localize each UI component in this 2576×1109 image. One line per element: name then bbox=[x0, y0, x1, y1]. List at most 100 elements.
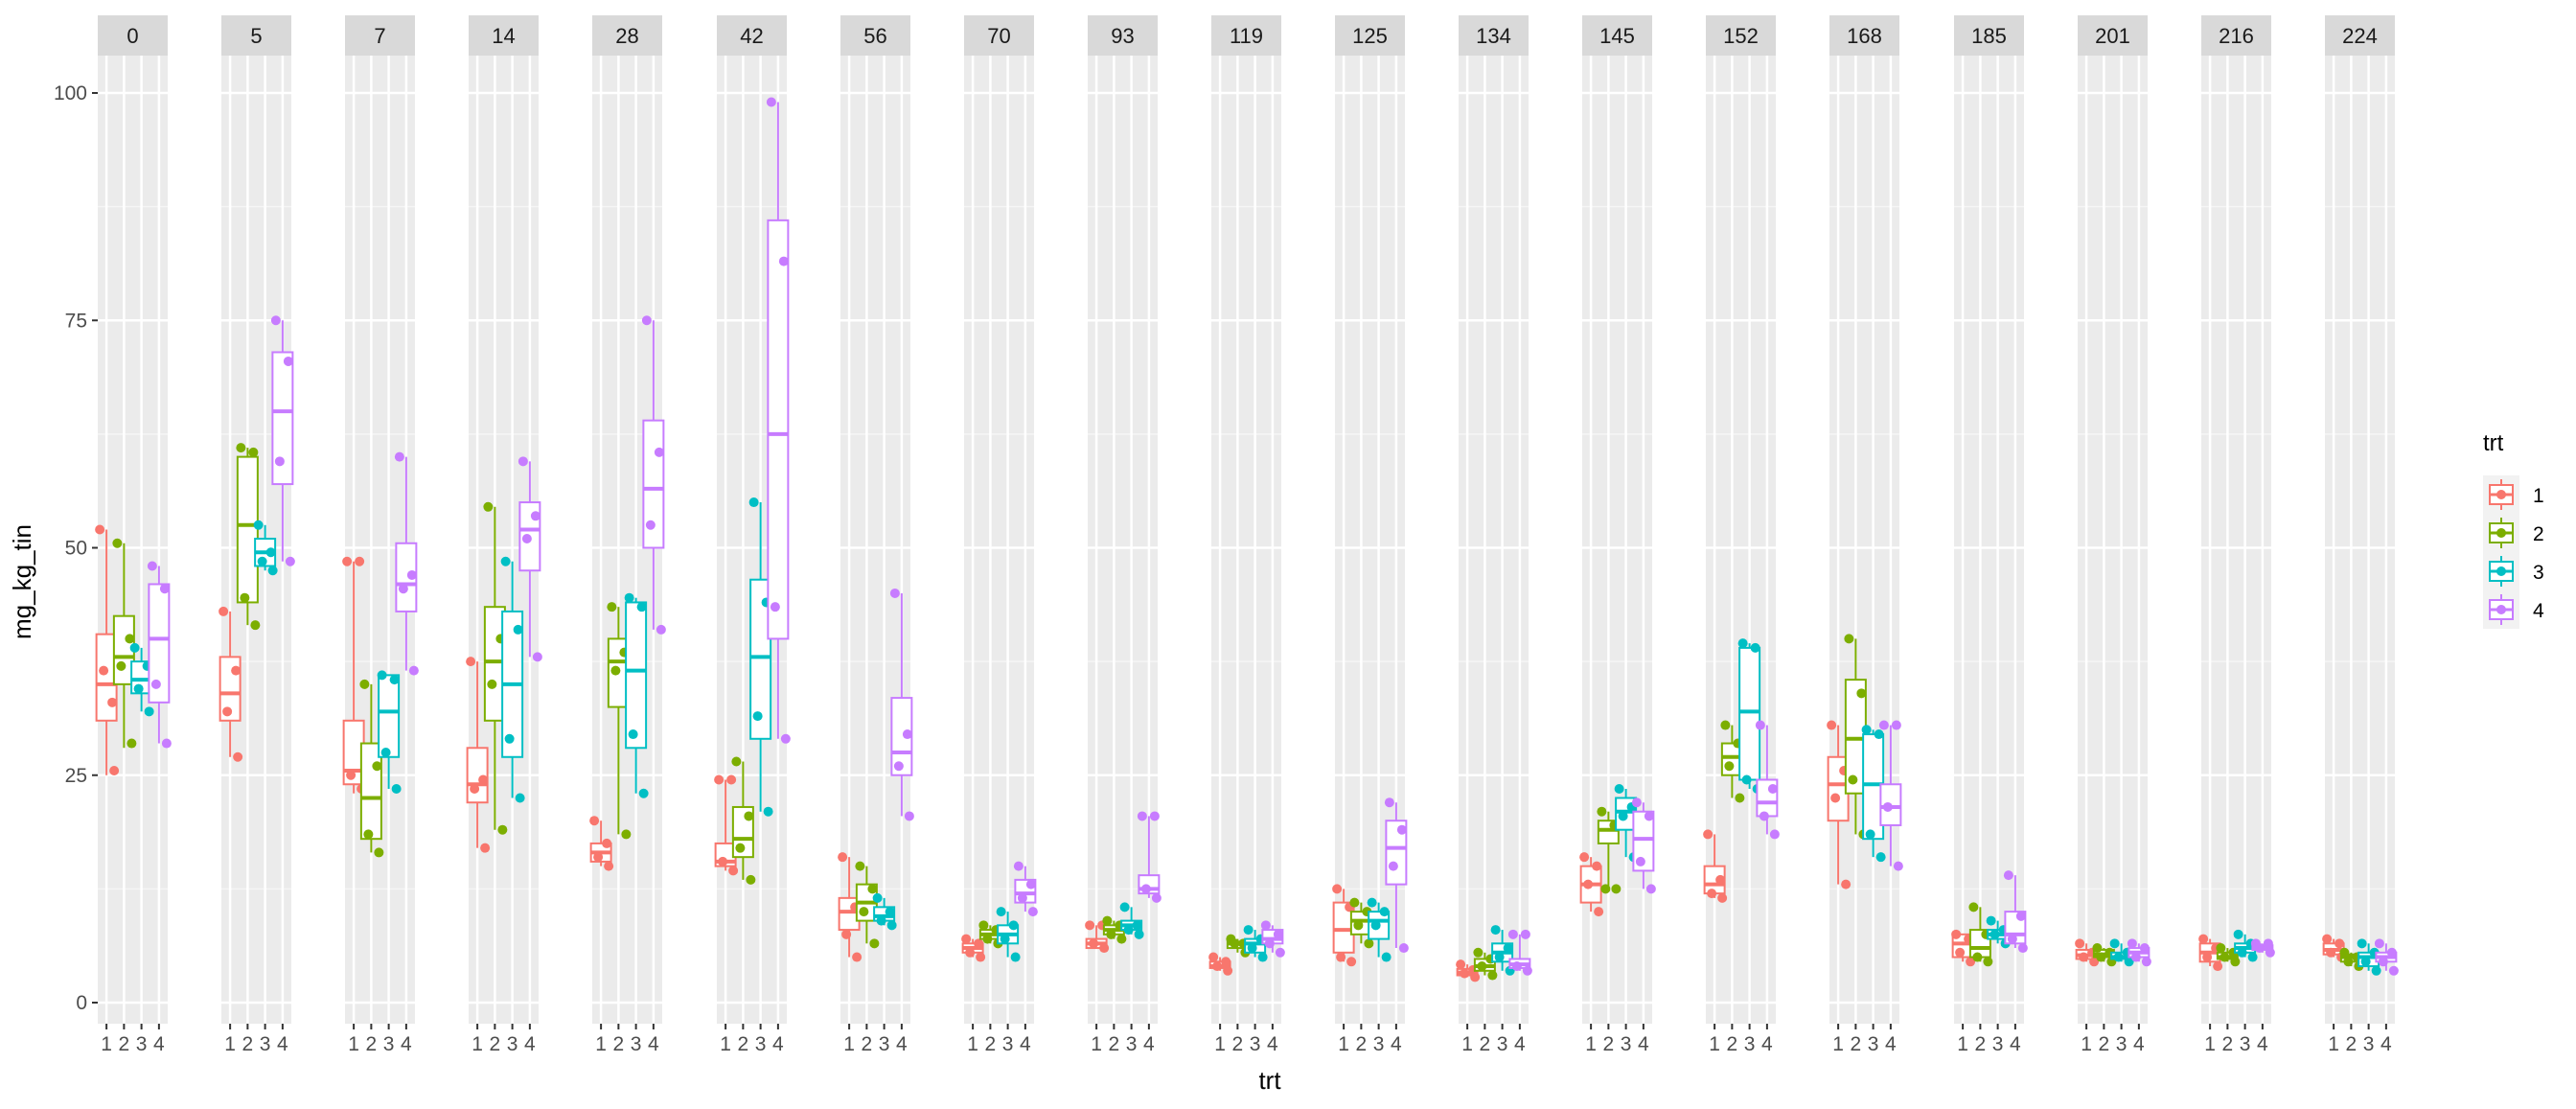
data-point bbox=[2357, 938, 2367, 949]
box-trt-4 bbox=[1137, 811, 1162, 903]
data-point bbox=[841, 929, 852, 939]
data-point bbox=[109, 766, 120, 776]
x-tick-label: 4 bbox=[2380, 1033, 2392, 1055]
x-tick-label: 4 bbox=[153, 1033, 165, 1055]
box-trt-4 bbox=[270, 315, 295, 566]
data-point bbox=[1000, 934, 1010, 944]
data-point bbox=[1522, 965, 1532, 976]
box-iqr bbox=[767, 219, 790, 640]
data-point bbox=[1844, 634, 1854, 644]
data-point bbox=[283, 356, 293, 366]
data-point bbox=[391, 783, 402, 794]
data-point bbox=[2109, 938, 2120, 949]
data-point bbox=[1644, 811, 1654, 821]
x-tick-label: 3 bbox=[1126, 1033, 1138, 1055]
facet-panel: 168 1 2 3 4 bbox=[1827, 15, 1903, 1055]
data-point bbox=[1750, 642, 1760, 653]
x-tick-label: 2 bbox=[1232, 1033, 1244, 1055]
data-point bbox=[380, 748, 391, 758]
data-point bbox=[1893, 861, 1903, 871]
data-point bbox=[780, 733, 791, 744]
x-tick-label: 1 bbox=[1585, 1033, 1597, 1055]
facet-strip-label: 5 bbox=[250, 24, 262, 48]
x-tick-label: 3 bbox=[2240, 1033, 2251, 1055]
data-point bbox=[1381, 952, 1392, 962]
data-point bbox=[610, 665, 621, 676]
data-point bbox=[872, 892, 883, 903]
data-point bbox=[150, 679, 161, 689]
data-point bbox=[487, 679, 497, 689]
legend-item-label: 2 bbox=[2533, 523, 2544, 545]
data-point bbox=[2075, 938, 2085, 949]
data-point bbox=[1089, 938, 1099, 949]
data-point bbox=[1635, 856, 1645, 866]
box-trt-4 bbox=[889, 588, 914, 821]
box-trt-3 bbox=[996, 907, 1021, 962]
data-point bbox=[2388, 965, 2399, 976]
data-point bbox=[2322, 934, 2333, 944]
facet-panel: 14 1 2 3 4 bbox=[466, 15, 542, 1055]
facet-strip-label: 216 bbox=[2219, 24, 2254, 48]
x-tick-label: 2 bbox=[119, 1033, 130, 1055]
x-tick-label: 4 bbox=[1885, 1033, 1897, 1055]
box-trt-4 bbox=[518, 456, 542, 662]
data-point bbox=[1703, 829, 1714, 840]
data-point bbox=[265, 547, 276, 558]
data-point bbox=[1346, 957, 1357, 967]
box-trt-3 bbox=[377, 670, 402, 794]
box-trt-2 bbox=[2092, 943, 2117, 967]
facet-strip bbox=[964, 15, 1034, 56]
data-point bbox=[161, 738, 172, 749]
box-trt-4 bbox=[1631, 797, 1656, 894]
data-point bbox=[2343, 957, 2354, 967]
data-point bbox=[1856, 688, 1867, 699]
data-point bbox=[1600, 884, 1611, 894]
data-point bbox=[1490, 925, 1501, 936]
x-tick-label: 4 bbox=[524, 1033, 536, 1055]
data-point bbox=[389, 675, 400, 685]
data-point bbox=[2371, 965, 2381, 976]
data-point bbox=[746, 874, 756, 885]
legend-item-1: 1 bbox=[2483, 475, 2544, 514]
data-point bbox=[838, 852, 848, 863]
facet-strip-label: 7 bbox=[374, 24, 385, 48]
data-point bbox=[876, 915, 886, 926]
data-point bbox=[1579, 852, 1590, 863]
data-point bbox=[1759, 811, 1769, 821]
facet-panel: 185 1 2 3 4 bbox=[1951, 15, 2028, 1055]
data-point bbox=[1102, 915, 1113, 926]
x-tick-label: 1 bbox=[967, 1033, 978, 1055]
data-point bbox=[1470, 972, 1481, 982]
data-point bbox=[1336, 952, 1346, 962]
data-point bbox=[904, 811, 914, 821]
data-point bbox=[1769, 829, 1780, 840]
box-iqr bbox=[378, 674, 401, 758]
y-axis: 0 25 50 75 100 bbox=[54, 82, 98, 1014]
box-trt-4 bbox=[641, 315, 666, 635]
data-point bbox=[1275, 947, 1285, 958]
facet-panel: 119 1 2 3 4 bbox=[1208, 15, 1285, 1055]
data-point bbox=[233, 751, 243, 762]
data-point bbox=[285, 556, 295, 566]
data-point bbox=[728, 866, 739, 876]
box-trt-2 bbox=[1473, 947, 1498, 981]
x-tick-label: 4 bbox=[896, 1033, 908, 1055]
data-point bbox=[1645, 884, 1656, 894]
data-point bbox=[641, 315, 652, 326]
x-tick-label: 1 bbox=[2204, 1033, 2216, 1055]
facet-panel: 201 1 2 3 4 bbox=[2075, 15, 2151, 1055]
box-trt-3 bbox=[500, 556, 525, 803]
x-tick-label: 2 bbox=[2099, 1033, 2110, 1055]
data-point bbox=[2003, 870, 2013, 881]
box-trt-1 bbox=[466, 657, 491, 853]
panel-background bbox=[345, 56, 415, 1024]
box-trt-3 bbox=[253, 520, 278, 576]
data-point bbox=[1149, 811, 1160, 821]
x-tick-label: 1 bbox=[1832, 1033, 1844, 1055]
box-iqr bbox=[236, 455, 259, 604]
data-point bbox=[530, 511, 540, 521]
data-point bbox=[2378, 957, 2388, 967]
data-point bbox=[1473, 947, 1484, 958]
facet-strip-label: 70 bbox=[987, 24, 1010, 48]
